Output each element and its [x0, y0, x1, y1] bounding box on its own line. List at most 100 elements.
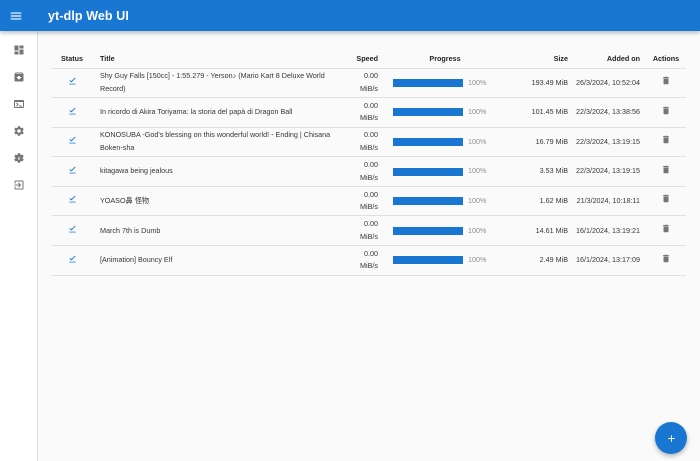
progress-percent: 100%	[468, 225, 487, 235]
status-cell	[52, 245, 92, 276]
title-cell: [Animation] Bouncy Elf	[92, 245, 342, 276]
trash-icon	[663, 254, 669, 262]
size-cell: 193.49 MiB	[508, 68, 572, 99]
table-row: YOASO鼻 怪物 0.00 MiB/s 100% 1.62 MiB 21/3/…	[52, 186, 686, 217]
added-on-cell: 16/1/2024, 13:19:21	[572, 215, 646, 247]
table-row: Shy Guy Falls [150cc] - 1:55.279 - Yerso…	[52, 68, 686, 99]
delete-button[interactable]	[661, 165, 671, 177]
progress-bar	[393, 108, 463, 117]
progress-percent: 100%	[468, 77, 487, 87]
admin-gear-icon	[14, 152, 24, 163]
dashboard-icon	[14, 45, 24, 54]
speed-cell: 0.00 MiB/s	[342, 215, 382, 247]
delete-button[interactable]	[661, 224, 671, 236]
sidebar-item-terminal[interactable]	[0, 90, 38, 117]
done-check-icon	[67, 225, 78, 236]
downloads-table: Status Title Speed Progress Size Added o…	[52, 49, 686, 276]
size-cell: 16.79 MiB	[508, 127, 572, 158]
speed-cell: 0.00 MiB/s	[342, 156, 382, 187]
size-cell: 14.61 MiB	[508, 215, 572, 247]
title-cell: March 7th is Dumb	[92, 215, 342, 247]
speed-cell: 0.00 MiB/s	[342, 68, 382, 99]
progress-cell: 100%	[382, 215, 508, 247]
table-row: March 7th is Dumb 0.00 MiB/s 100% 14.61 …	[52, 215, 686, 247]
delete-button[interactable]	[661, 254, 671, 266]
actions-cell	[646, 245, 686, 276]
progress-bar	[393, 167, 463, 176]
status-cell	[52, 156, 92, 187]
speed-cell: 0.00 MiB/s	[342, 97, 382, 128]
progress-cell: 100%	[382, 245, 508, 276]
downloads-table-container: Status Title Speed Progress Size Added o…	[52, 49, 686, 276]
added-on-cell: 26/3/2024, 10:52:04	[572, 68, 646, 99]
progress-cell: 100%	[382, 127, 508, 158]
done-check-icon	[67, 107, 78, 118]
trash-icon	[663, 135, 669, 144]
delete-button[interactable]	[661, 76, 671, 88]
gear-icon	[14, 125, 24, 136]
done-check-icon	[67, 77, 78, 88]
trash-icon	[663, 106, 669, 114]
sidebar-item-settings[interactable]	[0, 117, 38, 144]
delete-button[interactable]	[661, 135, 671, 147]
trash-icon	[663, 224, 669, 233]
progress-percent: 100%	[468, 107, 487, 117]
sidebar-item-admin-settings[interactable]	[0, 144, 38, 171]
delete-button[interactable]	[661, 195, 671, 206]
status-cell	[52, 215, 92, 247]
column-header-added-on: Added on	[572, 49, 646, 69]
progress-percent: 100%	[468, 166, 487, 176]
added-on-cell: 22/3/2024, 13:19:15	[572, 127, 646, 158]
done-check-icon	[67, 255, 78, 266]
size-cell: 3.53 MiB	[508, 156, 572, 187]
table-row: KONOSUBA -God's blessing on this wonderf…	[52, 127, 686, 158]
title-cell: Shy Guy Falls [150cc] - 1:55.279 - Yerso…	[92, 68, 342, 99]
added-on-cell: 22/3/2024, 13:38:56	[572, 97, 646, 128]
trash-icon	[663, 195, 669, 203]
column-header-status: Status	[52, 49, 92, 69]
main-content: Status Title Speed Progress Size Added o…	[39, 31, 700, 461]
column-header-speed: Speed	[342, 49, 382, 69]
done-check-icon	[67, 136, 78, 147]
trash-icon	[663, 165, 669, 174]
column-header-size: Size	[508, 49, 572, 69]
size-cell: 101.45 MiB	[508, 97, 572, 128]
speed-cell: 0.00 MiB/s	[342, 127, 382, 158]
app-title: yt-dlp Web UI	[48, 8, 129, 23]
size-cell: 2.49 MiB	[508, 245, 572, 276]
actions-cell	[646, 127, 686, 158]
progress-percent: 100%	[468, 195, 487, 205]
progress-cell: 100%	[382, 186, 508, 217]
table-row: In ricordo di Akira Toriyama: la storia …	[52, 97, 686, 128]
sidebar-item-logout[interactable]	[0, 171, 38, 198]
column-header-actions: Actions	[646, 49, 686, 69]
speed-cell: 0.00 MiB/s	[342, 186, 382, 217]
progress-percent: 100%	[468, 136, 487, 146]
progress-bar	[393, 78, 463, 87]
menu-button[interactable]	[0, 0, 32, 31]
status-cell	[52, 127, 92, 158]
trash-icon	[663, 76, 669, 85]
added-on-cell: 16/1/2024, 13:17:09	[572, 245, 646, 276]
speed-cell: 0.00 MiB/s	[342, 245, 382, 276]
sidebar-item-archive[interactable]	[0, 63, 38, 90]
progress-percent: 100%	[468, 255, 487, 265]
progress-bar	[393, 226, 463, 235]
progress-bar	[393, 197, 463, 206]
actions-cell	[646, 156, 686, 187]
size-cell: 1.62 MiB	[508, 186, 572, 217]
progress-cell: 100%	[382, 68, 508, 99]
archive-icon	[14, 72, 24, 81]
menu-icon	[10, 12, 22, 19]
add-download-button[interactable]	[655, 422, 687, 454]
plus-icon	[667, 434, 675, 442]
column-header-progress: Progress	[382, 49, 508, 69]
added-on-cell: 21/3/2024, 10:18:11	[572, 186, 646, 217]
done-check-icon	[67, 196, 78, 206]
actions-cell	[646, 186, 686, 217]
table-header-row: Status Title Speed Progress Size Added o…	[52, 49, 686, 69]
column-header-title: Title	[92, 49, 342, 69]
sidebar-item-dashboard[interactable]	[0, 36, 38, 63]
delete-button[interactable]	[661, 106, 671, 118]
table-row: kitagawa being jealous 0.00 MiB/s 100% 3…	[52, 156, 686, 187]
